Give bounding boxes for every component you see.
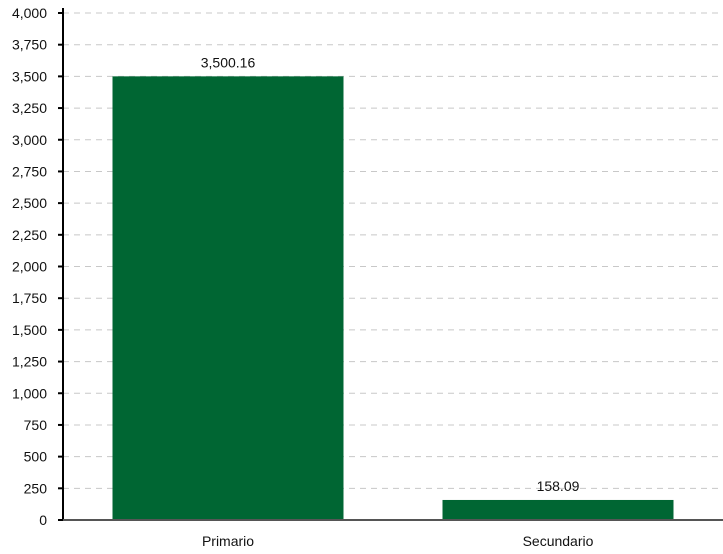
y-tick-label: 1,250	[12, 354, 47, 370]
y-tick-label: 3,000	[12, 132, 47, 148]
y-tick-label: 250	[24, 480, 48, 496]
x-tick-label: Secundario	[523, 533, 594, 549]
y-tick-labels: 0 250 500 750 1,000 1,250 1,500 1,750 2,000 2,250…	[12, 5, 63, 528]
y-tick-label: 2,500	[12, 195, 47, 211]
bars	[112, 76, 674, 520]
y-tick-label: 1,500	[12, 322, 47, 338]
x-tick-labels: Primario Secundario	[202, 533, 594, 549]
y-tick-label: 500	[24, 449, 48, 465]
y-tick-label: 3,750	[12, 37, 47, 53]
y-tick-label: 3,250	[12, 100, 47, 116]
y-tick-label: 2,000	[12, 259, 47, 275]
y-tick-label: 3,500	[12, 68, 47, 84]
y-tick-label: 750	[24, 417, 48, 433]
y-tick-label: 1,000	[12, 385, 47, 401]
axes	[62, 8, 723, 521]
y-tick-label: 2,250	[12, 227, 47, 243]
x-tick-label: Primario	[202, 533, 254, 549]
bar-secundario	[442, 499, 674, 520]
data-label: 158.09	[537, 478, 580, 494]
bar-primario	[112, 76, 344, 520]
y-tick-label: 1,750	[12, 290, 47, 306]
data-labels: 3,500.16 158.09	[201, 54, 580, 494]
data-label: 3,500.16	[201, 54, 256, 70]
y-tick-label: 0	[39, 512, 47, 528]
y-tick-label: 2,750	[12, 163, 47, 179]
y-tick-label: 4,000	[12, 5, 47, 21]
